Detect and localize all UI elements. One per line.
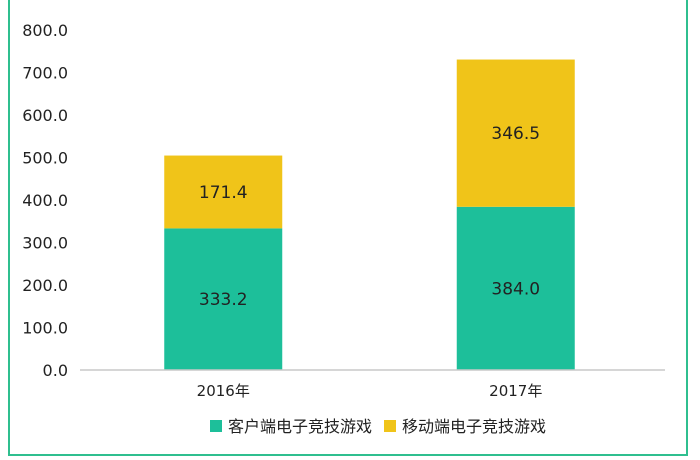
y-tick-label: 100.0	[22, 319, 68, 338]
y-tick-label: 300.0	[22, 234, 68, 253]
legend-label: 移动端电子竞技游戏	[402, 417, 546, 436]
x-category-label: 2016年	[197, 382, 250, 400]
y-tick-label: 600.0	[22, 106, 68, 125]
y-tick-label: 0.0	[43, 361, 68, 380]
legend-label: 客户端电子竞技游戏	[228, 417, 372, 436]
bar-segment	[164, 228, 283, 370]
y-axis: 0.0 100.0 200.0 300.0 400.0 500.0 600.0 700.0 80…	[22, 21, 68, 380]
y-tick-label: 800.0	[22, 21, 68, 40]
y-tick-label: 500.0	[22, 149, 68, 168]
data-label: 333.2	[199, 290, 248, 310]
legend: 客户端电子竞技游戏 移动端电子竞技游戏	[210, 417, 546, 436]
bar-segment	[456, 59, 575, 207]
y-tick-label: 200.0	[22, 276, 68, 295]
legend-swatch	[210, 420, 222, 432]
x-category-label: 2017年	[489, 382, 542, 400]
data-label: 346.5	[491, 124, 540, 144]
bar-segment	[456, 206, 575, 370]
y-tick-label: 700.0	[22, 64, 68, 83]
legend-swatch	[384, 420, 396, 432]
x-axis: 2016年 2017年	[197, 382, 543, 400]
data-label: 384.0	[491, 279, 540, 299]
y-tick-label: 400.0	[22, 191, 68, 210]
data-label: 171.4	[199, 183, 248, 203]
bar-segment	[164, 155, 283, 229]
bars: 333.2 171.4 384.0 346.5	[164, 59, 575, 370]
